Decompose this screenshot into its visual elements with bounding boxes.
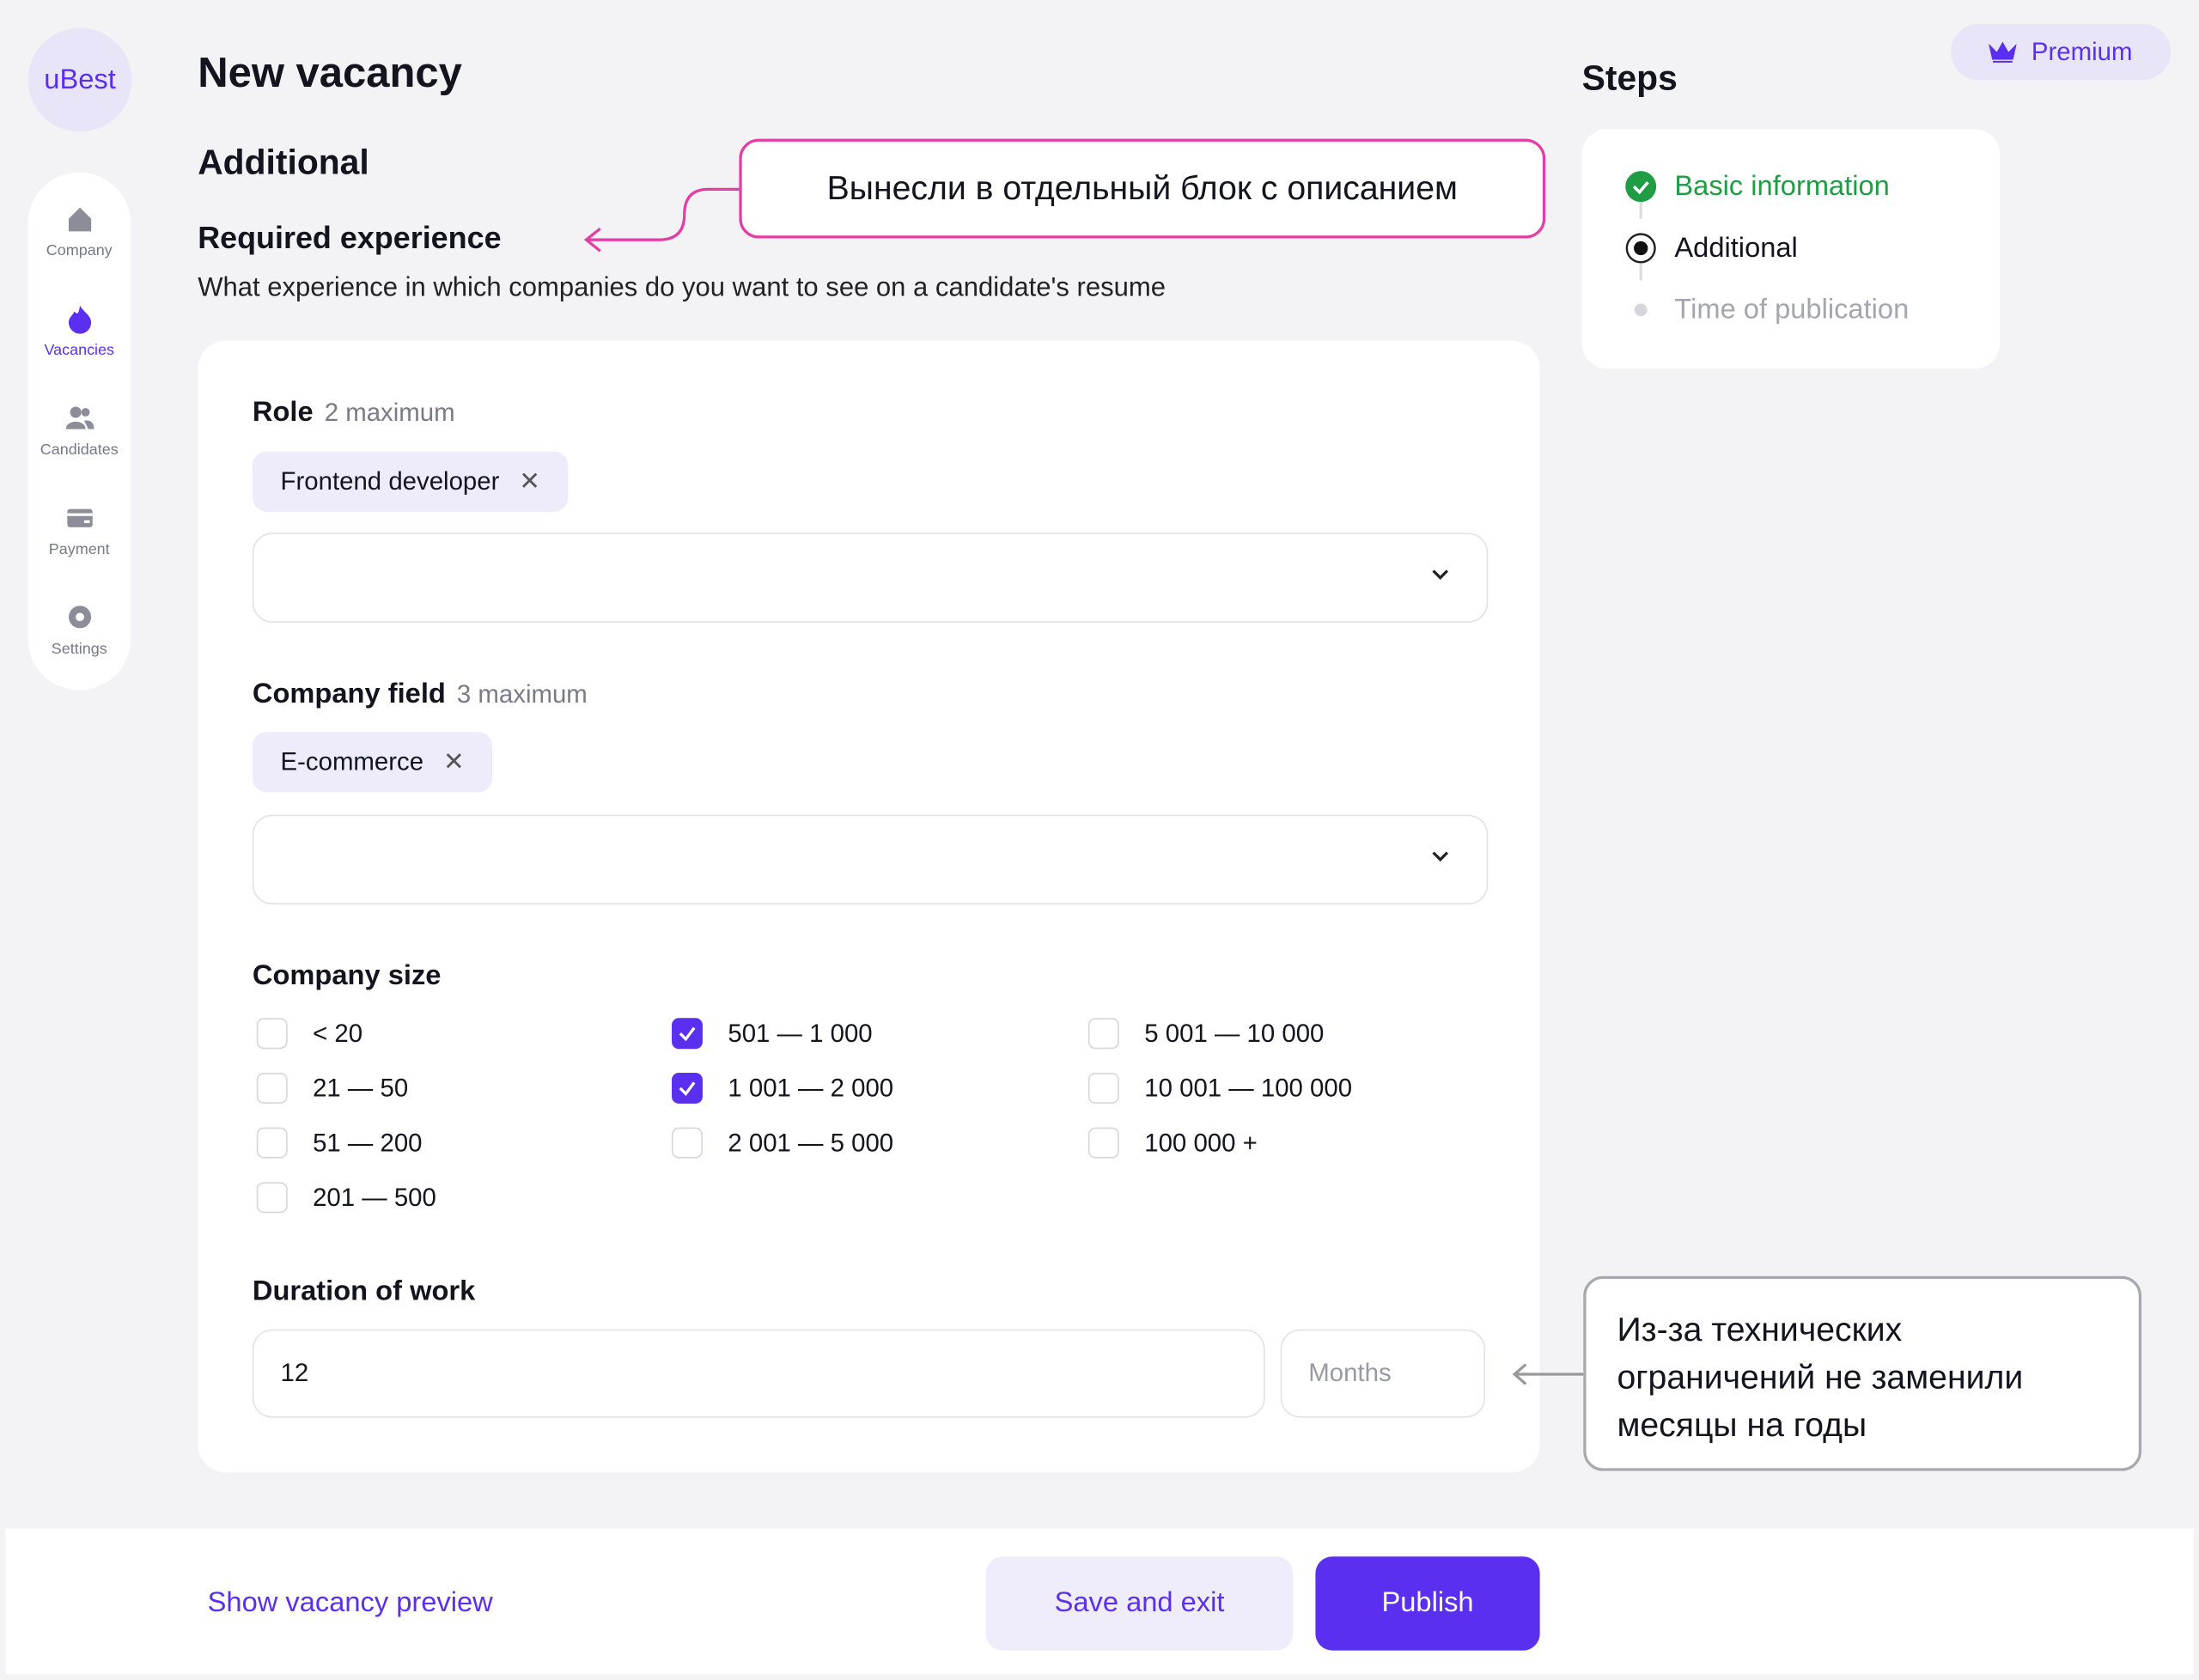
checkbox-box[interactable] [1087,1072,1119,1104]
checkbox-label: 5 001 — 10 000 [1144,1019,1325,1047]
checkbox-label: 1 001 — 2 000 [728,1073,894,1102]
checkbox-box[interactable] [256,1072,288,1104]
checkbox-label: 100 000 + [1144,1128,1258,1157]
nav-item[interactable]: Vacancies [28,303,131,359]
dropdown[interactable] [252,814,1489,905]
nav-label: Company [46,242,113,260]
steps-track [1625,171,1657,317]
annotation: Из-за технических ограничений не заменил… [1583,1275,2142,1471]
save-button[interactable]: Save and exit [985,1556,1294,1651]
checkbox-box[interactable] [1087,1127,1119,1159]
section-title: Additional [198,143,369,183]
chip[interactable]: Frontend developer ✕ [252,451,569,512]
checkbox-label: 501 — 1 000 [728,1019,873,1047]
nav-item[interactable]: Company [28,204,131,259]
checkbox[interactable]: 501 — 1 000 [672,1018,873,1050]
step: Additional [1674,233,1798,264]
checkbox-box[interactable] [256,1182,288,1214]
annotation: Вынесли в отдельный блок с описанием [739,138,1546,239]
field-label: Role 2 maximum [252,397,455,428]
publish-button[interactable]: Publish [1315,1556,1540,1651]
nav-label: Vacancies [44,342,115,359]
checkbox[interactable]: 51 — 200 [256,1127,423,1159]
checkbox-label: 51 — 200 [313,1128,423,1157]
checkbox[interactable]: 10 001 — 100 000 [1087,1072,1353,1104]
nav-item[interactable]: Settings [28,601,131,658]
steps-card: Basic information Additional Time of pub… [1581,129,2001,369]
checkbox-box[interactable] [256,1018,288,1050]
dropdown[interactable] [252,533,1489,623]
checkbox-label: 2 001 — 5 000 [728,1128,894,1157]
nav-label: Settings [51,641,107,658]
checkbox-box[interactable] [672,1072,703,1104]
checkbox-box[interactable] [672,1018,703,1050]
checkbox-box[interactable] [672,1127,703,1159]
nav-label: Candidates [40,441,119,459]
checkbox-box[interactable] [256,1127,288,1159]
page-title: New vacancy [198,50,462,97]
steps-title: Steps [1581,58,1678,99]
checkbox-label: 21 — 50 [313,1073,409,1102]
step: Basic information [1674,171,1890,203]
description: What experience in which companies do yo… [198,273,1166,303]
annotation-arrow [583,187,740,253]
subsection-title: Required experience [198,220,502,256]
preview-link[interactable]: Show vacancy preview [207,1587,493,1619]
sidebar: Company Vacancies Candidates Payment Setting… [27,172,131,691]
nav-item[interactable]: Candidates [28,403,131,459]
unit-input[interactable]: Months [1280,1329,1485,1418]
checkbox-label: < 20 [313,1019,363,1047]
checkbox[interactable]: 21 — 50 [256,1072,409,1104]
nav-label: Payment [48,541,110,558]
checkbox-label: 201 — 500 [313,1183,436,1211]
field-label: Duration of work [252,1275,476,1307]
annotation-arrow [1512,1363,1584,1385]
checkbox-label: 10 001 — 100 000 [1144,1073,1353,1102]
checkbox[interactable]: 1 001 — 2 000 [672,1072,894,1104]
step: Time of publication [1674,294,1910,326]
checkbox[interactable]: 5 001 — 10 000 [1087,1018,1325,1050]
checkbox[interactable]: 201 — 500 [256,1182,436,1214]
form-card [198,340,1540,1473]
checkbox-box[interactable] [1087,1018,1119,1050]
field-label: Company field 3 maximum [252,679,588,710]
text-input[interactable]: 12 [252,1329,1265,1418]
checkbox[interactable]: < 20 [256,1018,363,1050]
logo[interactable]: uBest [27,27,132,132]
checkbox[interactable]: 100 000 + [1087,1127,1258,1159]
checkbox[interactable]: 2 001 — 5 000 [672,1127,894,1159]
chip[interactable]: E-commerce ✕ [252,732,493,793]
nav-item[interactable]: Payment [28,502,131,558]
premium-button[interactable]: Premium [1951,23,2172,81]
field-label: Company size [252,960,442,992]
